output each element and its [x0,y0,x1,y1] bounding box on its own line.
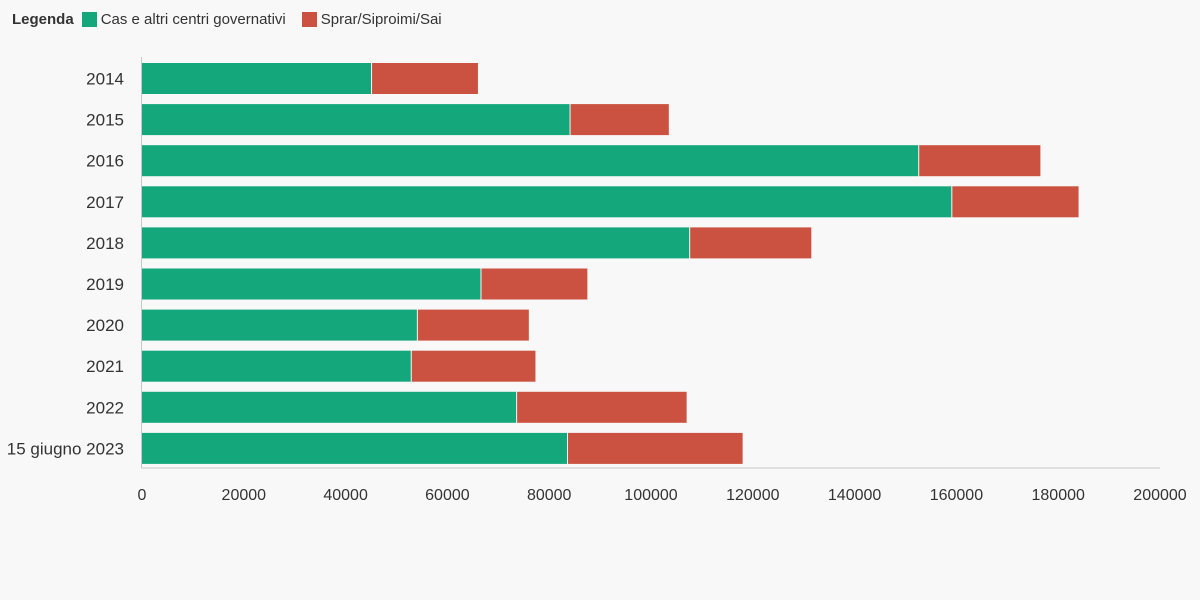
legend-item-cas[interactable]: Cas e altri centri governativi [81,11,286,28]
x-tick-label: 0 [138,487,147,504]
bar-sprar-0[interactable] [372,63,478,94]
x-tick-label: 80000 [527,487,572,504]
category-label: 2020 [86,316,124,335]
category-label: 2021 [86,357,124,376]
bar-cas-7[interactable] [142,350,411,382]
category-label: 2014 [86,70,124,89]
bar-sprar-2[interactable] [919,145,1041,177]
bar-cas-2[interactable] [142,145,919,177]
x-tick-label: 180000 [1032,487,1085,504]
bar-sprar-8[interactable] [517,391,687,423]
bar-sprar-3[interactable] [952,186,1079,218]
bar-cas-3[interactable] [142,186,952,218]
bar-sprar-7[interactable] [411,350,536,382]
bar-cas-1[interactable] [142,104,570,136]
category-label: 2019 [86,275,124,294]
category-label: 2017 [86,193,124,212]
category-label: 15 giugno 2023 [7,439,124,458]
legend-label-cas: Cas e altri centri governativi [100,11,286,28]
bar-cas-8[interactable] [142,391,517,423]
bar-cas-5[interactable] [142,268,481,300]
bar-cas-9[interactable] [142,432,568,464]
category-label: 2022 [86,398,124,417]
bar-sprar-1[interactable] [570,104,669,136]
bar-sprar-5[interactable] [481,268,588,300]
x-tick-label: 120000 [726,487,779,504]
category-label: 2015 [86,111,124,130]
x-tick-label: 140000 [828,487,881,504]
legend-title: Legenda [12,11,74,28]
x-tick-label: 20000 [222,487,267,504]
bar-cas-6[interactable] [142,309,417,341]
x-tick-label: 60000 [425,487,470,504]
legend-item-sprar[interactable]: Sprar/Siproimi/Sai [301,11,442,28]
legend-swatch-cas [81,12,97,27]
category-label: 2016 [86,152,124,171]
x-tick-label: 200000 [1133,487,1186,504]
x-tick-label: 160000 [930,487,983,504]
x-tick-label: 40000 [323,487,368,504]
bar-cas-4[interactable] [142,227,690,259]
legend-swatch-sprar [301,12,317,27]
bar-sprar-6[interactable] [417,309,529,341]
bar-cas-0[interactable] [142,63,372,94]
category-label: 2018 [86,234,124,253]
bar-sprar-9[interactable] [568,432,743,464]
x-tick-label: 100000 [624,487,677,504]
legend-label-sprar: Sprar/Siproimi/Sai [320,11,442,28]
legend: Legenda Cas e altri centri governativi S… [12,11,458,28]
bar-sprar-4[interactable] [690,227,812,259]
